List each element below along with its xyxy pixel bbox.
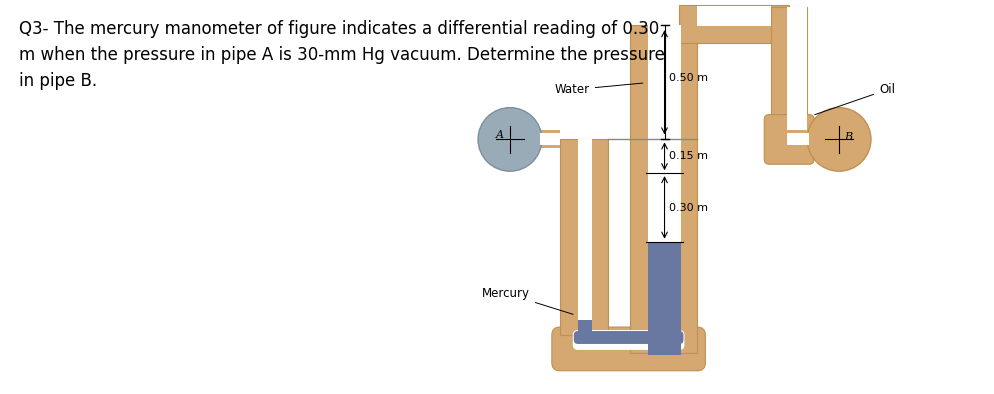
Bar bbox=[578, 139, 591, 335]
Bar bbox=[540, 134, 560, 145]
FancyBboxPatch shape bbox=[574, 331, 683, 344]
Bar bbox=[578, 320, 591, 337]
Text: 0.50 m: 0.50 m bbox=[668, 73, 707, 83]
Bar bbox=[629, 25, 697, 353]
Circle shape bbox=[477, 108, 542, 171]
Text: Q3- The mercury manometer of figure indicates a differential reading of 0.30
m w: Q3- The mercury manometer of figure indi… bbox=[19, 20, 665, 90]
FancyBboxPatch shape bbox=[552, 327, 705, 371]
Bar bbox=[578, 333, 591, 337]
Bar bbox=[679, 6, 788, 43]
Text: 0.30 m: 0.30 m bbox=[668, 203, 707, 213]
Bar bbox=[786, 134, 808, 145]
Text: Mercury: Mercury bbox=[481, 287, 573, 314]
Bar bbox=[647, 242, 681, 355]
Bar bbox=[697, 6, 770, 26]
Bar bbox=[647, 25, 681, 353]
FancyBboxPatch shape bbox=[763, 115, 813, 164]
Bar bbox=[560, 139, 607, 335]
Text: Water: Water bbox=[554, 83, 642, 96]
Text: Oil: Oil bbox=[814, 83, 894, 115]
Circle shape bbox=[806, 108, 870, 171]
Bar bbox=[540, 130, 560, 149]
Bar bbox=[770, 7, 806, 149]
Text: 0.15 m: 0.15 m bbox=[668, 151, 707, 161]
Text: B: B bbox=[843, 132, 851, 142]
Text: A: A bbox=[495, 130, 504, 140]
Bar bbox=[647, 351, 681, 355]
Bar bbox=[786, 130, 808, 149]
Bar bbox=[786, 7, 806, 149]
FancyBboxPatch shape bbox=[573, 330, 684, 350]
